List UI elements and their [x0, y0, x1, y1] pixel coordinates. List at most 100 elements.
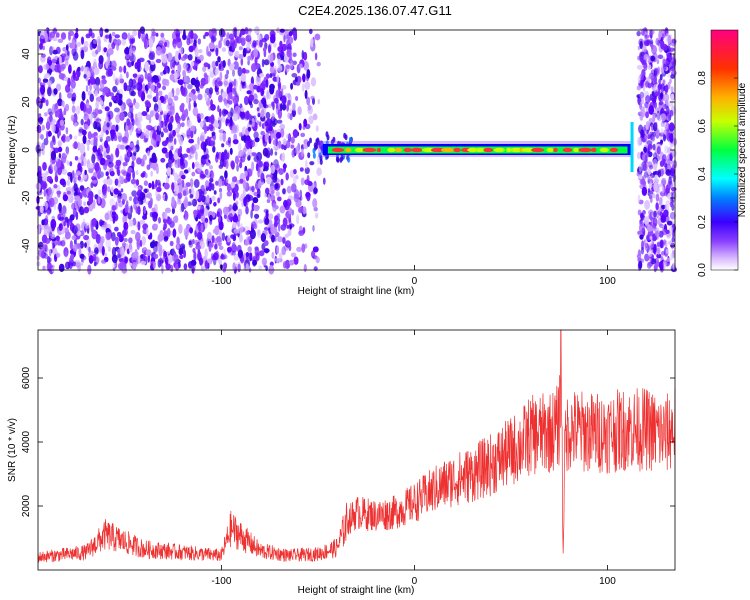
heatmap-noise-cell [106, 154, 111, 159]
heatmap-noise-cell [231, 251, 236, 256]
heatmap-noise-cell [176, 236, 180, 246]
heatmap-noise-cell [223, 109, 229, 115]
heatmap-noise-cell [150, 60, 155, 65]
heatmap-noise-cell [217, 116, 222, 124]
heatmap-noise-cell [179, 136, 183, 146]
heatmap-noise-cell [136, 58, 141, 69]
heatmap-noise-cell [73, 135, 78, 140]
heatmap-noise-cell [642, 82, 646, 92]
heatmap-noise-cell [197, 231, 203, 240]
heatmap-noise-cell [644, 242, 649, 249]
heatmap-noise-cell [66, 92, 73, 99]
heatmap-noise-cell [209, 165, 213, 170]
heatmap-noise-cell [294, 146, 300, 155]
heatmap-noise-cell [286, 224, 290, 229]
heatmap-noise-cell [644, 155, 648, 165]
heatmap-noise-cell [652, 113, 656, 123]
heatmap-noise-cell [234, 50, 240, 58]
heatmap-noise-cell [663, 103, 667, 110]
heatmap-signal-spread [312, 152, 316, 159]
heatmap-noise-cell [232, 139, 239, 145]
heatmap-noise-cell [271, 234, 275, 243]
heatmap-noise-cell [101, 246, 105, 256]
signal-peak [354, 147, 365, 153]
heatmap-noise-cell [248, 120, 253, 125]
heatmap-noise-cell [118, 66, 123, 73]
heatmap-noise-cell [50, 63, 56, 70]
heatmap-noise-cell [303, 264, 307, 273]
heatmap-noise-cell [224, 149, 228, 156]
heatmap-noise-cell [278, 252, 283, 260]
heatmap-noise-cell [222, 132, 226, 143]
heatmap-noise-cell [641, 129, 645, 138]
signal-peak [546, 147, 554, 153]
heatmap-noise-cell [39, 42, 43, 50]
heatmap-noise-cell [46, 262, 53, 272]
heatmap-noise-cell [42, 162, 47, 171]
heatmap-noise-cell [114, 178, 119, 186]
heatmap-noise-cell [291, 209, 295, 216]
heatmap-signal-spread [339, 156, 343, 163]
heatmap-noise-cell [277, 236, 283, 243]
heatmap-noise-cell [59, 178, 66, 186]
heatmap-noise-cell [81, 91, 86, 101]
heatmap-noise-cell [254, 137, 260, 143]
heatmap-noise-cell [233, 61, 239, 70]
heatmap-noise-cell [218, 94, 223, 103]
heatmap-noise-cell [265, 79, 269, 88]
heatmap-noise-cell [166, 52, 173, 63]
heatmap-noise-cell [286, 185, 292, 194]
heatmap-noise-cell [233, 133, 237, 141]
heatmap-noise-cell [136, 189, 143, 199]
heatmap-noise-cell [236, 30, 240, 37]
signal-peak [403, 147, 412, 153]
heatmap-noise-cell [70, 254, 75, 260]
heatmap-noise-cell [271, 112, 275, 122]
heatmap-noise-cell [276, 119, 283, 124]
signal-peak [430, 147, 445, 153]
heatmap-noise-cell [195, 216, 198, 222]
snr-series-line [37, 329, 676, 563]
heatmap-noise-cell [199, 113, 204, 119]
heatmap-noise-cell [162, 78, 168, 86]
heatmap-signal-spread [309, 137, 312, 144]
heatmap-noise-cell [657, 66, 661, 75]
heatmap-noise-cell [83, 113, 90, 121]
heatmap-noise-cell [53, 147, 60, 154]
heatmap-noise-cell [111, 232, 116, 242]
heatmap-noise-cell [290, 136, 295, 144]
heatmap-noise-cell [161, 211, 167, 218]
heatmap-noise-cell [110, 186, 114, 193]
heatmap-noise-cell [80, 154, 85, 161]
heatmap-noise-cell [105, 231, 112, 241]
heatmap-noise-cell [175, 185, 179, 195]
heatmap-noise-cell [103, 150, 107, 158]
heatmap-noise-cell [253, 131, 259, 140]
heatmap-noise-cell [251, 221, 257, 229]
heatmap-noise-cell [215, 151, 219, 159]
heatmap-noise-cell [83, 201, 87, 206]
heatmap-noise-cell [247, 138, 253, 148]
heatmap-noise-cell [225, 39, 230, 47]
heatmap-noise-cell [260, 109, 265, 118]
heatmap-noise-cell [636, 30, 641, 37]
heatmap-noise-cell [227, 92, 231, 102]
heatmap-noise-cell [132, 73, 138, 78]
heatmap-noise-cell [668, 225, 673, 235]
heatmap-noise-cell [290, 144, 295, 149]
heatmap-noise-cell [119, 78, 125, 84]
heatmap-noise-cell [221, 91, 227, 99]
signal-peak [441, 147, 455, 153]
heatmap-noise-cell [232, 221, 238, 228]
heatmap-noise-cell [58, 223, 63, 231]
heatmap-noise-cell [289, 59, 294, 70]
heatmap-noise-cell [121, 176, 124, 185]
heatmap-noise-cell [278, 83, 281, 91]
heatmap-noise-cell [93, 172, 97, 180]
heatmap-noise-cell [643, 216, 650, 225]
heatmap-noise-cell [187, 54, 193, 61]
heatmap-noise-cell [271, 122, 276, 127]
heatmap-noise-cell [285, 93, 289, 98]
heatmap-noise-cell [174, 158, 180, 169]
